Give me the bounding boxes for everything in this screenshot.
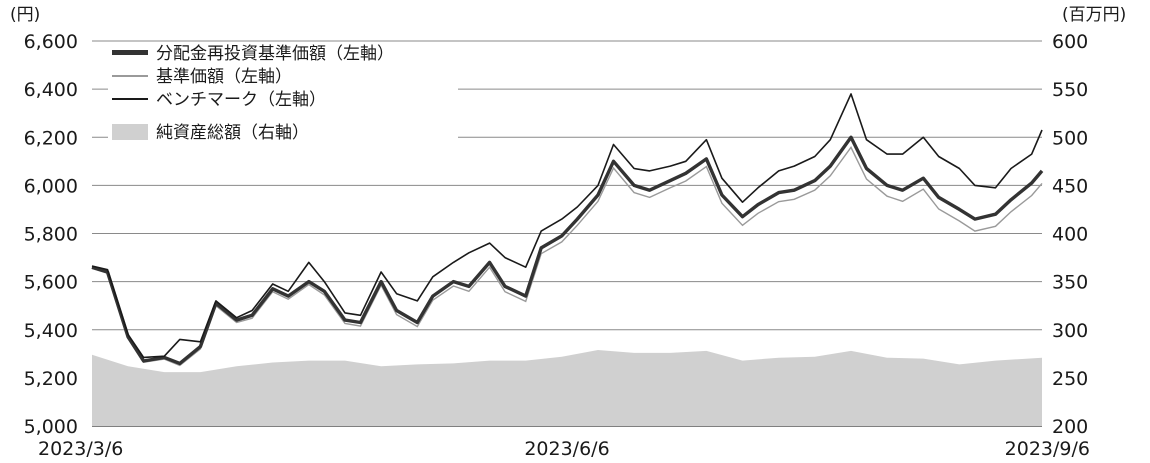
x-axis-ticks: 2023/3/6 2023/6/6 2023/9/6	[38, 438, 1090, 460]
left-axis-unit: (円)	[10, 5, 40, 25]
legend-label-net-assets: 純資産総額（右軸）	[156, 123, 309, 143]
left-tick-label: 6,400	[24, 79, 78, 101]
right-tick-label: 600	[1052, 31, 1088, 53]
right-tick-label: 300	[1052, 320, 1088, 342]
left-tick-label: 6,200	[24, 127, 78, 149]
x-tick-label: 2023/9/6	[1005, 438, 1090, 460]
right-tick-label: 400	[1052, 224, 1088, 246]
gridlines	[92, 40, 1042, 427]
right-tick-label: 550	[1052, 79, 1088, 101]
net-assets-area	[92, 350, 1042, 426]
legend-swatch-reinvested	[112, 50, 148, 55]
right-tick-label: 450	[1052, 175, 1088, 197]
legend-background	[108, 44, 458, 144]
left-tick-label: 5,200	[24, 368, 78, 390]
right-tick-label: 250	[1052, 368, 1088, 390]
x-tick-label: 2023/6/6	[524, 438, 609, 460]
right-tick-label: 500	[1052, 127, 1088, 149]
legend-label-reinvested: 分配金再投資基準価額（左軸）	[156, 44, 394, 64]
nav-line	[91, 146, 1043, 367]
left-tick-label: 5,400	[24, 320, 78, 342]
legend-swatch-nav	[112, 75, 148, 77]
legend-swatch-benchmark	[112, 98, 148, 100]
left-tick-label: 6,600	[24, 31, 78, 53]
right-tick-label: 350	[1052, 272, 1088, 294]
x-tick-label: 2023/3/6	[38, 438, 123, 460]
left-tick-label: 5,800	[24, 224, 78, 246]
left-tick-label: 5,600	[24, 272, 78, 294]
benchmark-line	[91, 93, 1043, 359]
right-tick-label: 200	[1052, 416, 1088, 438]
left-tick-label: 5,000	[24, 416, 78, 438]
right-axis-unit: (百万円)	[1062, 5, 1126, 25]
left-tick-label: 6,000	[24, 175, 78, 197]
reinvested-nav-line	[91, 135, 1044, 366]
right-axis-ticks: 200 250 300 350 400 450 500 550 600	[1052, 31, 1088, 438]
legend-swatch-net-assets	[112, 124, 148, 140]
legend-label-benchmark: ベンチマーク（左軸）	[156, 90, 326, 110]
legend: 分配金再投資基準価額（左軸） 基準価額（左軸） ベンチマーク（左軸） 純資産総額…	[112, 44, 394, 143]
legend-label-nav: 基準価額（左軸）	[156, 67, 292, 87]
left-axis-ticks: 5,000 5,200 5,400 5,600 5,800 6,000 6,200 6,400…	[24, 31, 78, 438]
